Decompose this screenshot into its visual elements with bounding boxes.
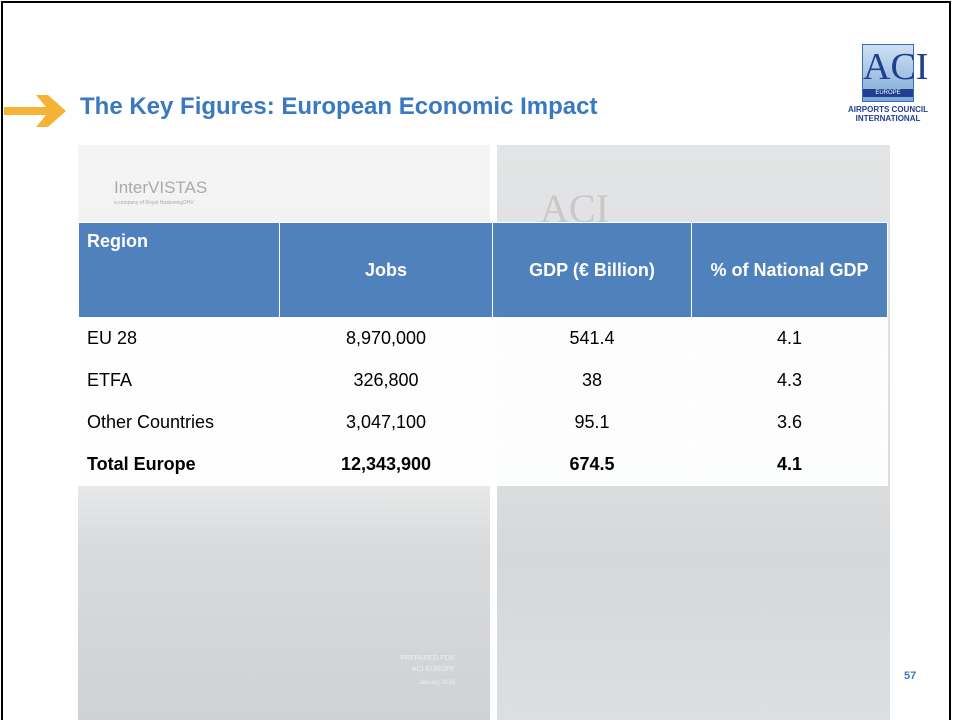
table-cell: Total Europe: [78, 443, 280, 486]
table-row: EU 28 8,970,000 541.4 4.1: [78, 317, 888, 360]
table-cell: ETFA: [78, 359, 280, 402]
header-cell: Region: [78, 222, 280, 318]
table-cell: 38: [492, 359, 692, 402]
table-cell: 12,343,900: [279, 443, 493, 486]
prepared-text: PREPARED FOR: [400, 655, 455, 662]
table-cell: 674.5: [492, 443, 692, 486]
slide-title: The Key Figures: European Economic Impac…: [80, 93, 598, 120]
table-row: Total Europe 12,343,900 674.5 4.1: [78, 443, 888, 486]
header-cell: % of National GDP: [691, 222, 888, 318]
table-cell: 95.1: [492, 401, 692, 444]
table-cell: 326,800: [279, 359, 493, 402]
brand-tagline: a company of Royal HaskoningDHV: [114, 200, 194, 206]
logo-line: AIRPORTS COUNCIL: [848, 105, 928, 114]
aci-logo: ACI EUROPE AIRPORTS COUNCIL INTERNATIONAL: [838, 44, 938, 123]
logo-text: ACI: [863, 46, 929, 88]
client-text: ACI EUROPE: [411, 666, 455, 673]
table-cell: 541.4: [492, 317, 692, 360]
header-cell: GDP (€ Billion): [492, 222, 692, 318]
logo-mark: ACI EUROPE: [862, 44, 928, 102]
header-cell: Jobs: [279, 222, 493, 318]
date-text: January 2015: [418, 680, 455, 686]
table-cell: 4.1: [691, 317, 888, 360]
table-row: Other Countries 3,047,100 95.1 3.6: [78, 401, 888, 444]
table-cell: 3,047,100: [279, 401, 493, 444]
table-cell: 8,970,000: [279, 317, 493, 360]
logo-region: EUROPE: [863, 89, 913, 97]
table-cell: 4.1: [691, 443, 888, 486]
logo-line: INTERNATIONAL: [855, 114, 921, 123]
table-cell: 4.3: [691, 359, 888, 402]
header-row: Region Jobs GDP (€ Billion) % of Nationa…: [78, 222, 888, 318]
table-body: EU 28 8,970,000 541.4 4.1 ETFA 326,800 38 4.3 Ot…: [78, 317, 888, 486]
table-cell: 3.6: [691, 401, 888, 444]
arrow-icon: [4, 95, 66, 127]
table-cell: Other Countries: [78, 401, 280, 444]
page-number: 57: [904, 670, 917, 682]
table-row: ETFA 326,800 38 4.3: [78, 359, 888, 402]
brand-text: InterVISTAS: [114, 178, 208, 197]
data-table: Region Jobs GDP (€ Billion) % of Nationa…: [78, 222, 888, 486]
table-cell: EU 28: [78, 317, 280, 360]
